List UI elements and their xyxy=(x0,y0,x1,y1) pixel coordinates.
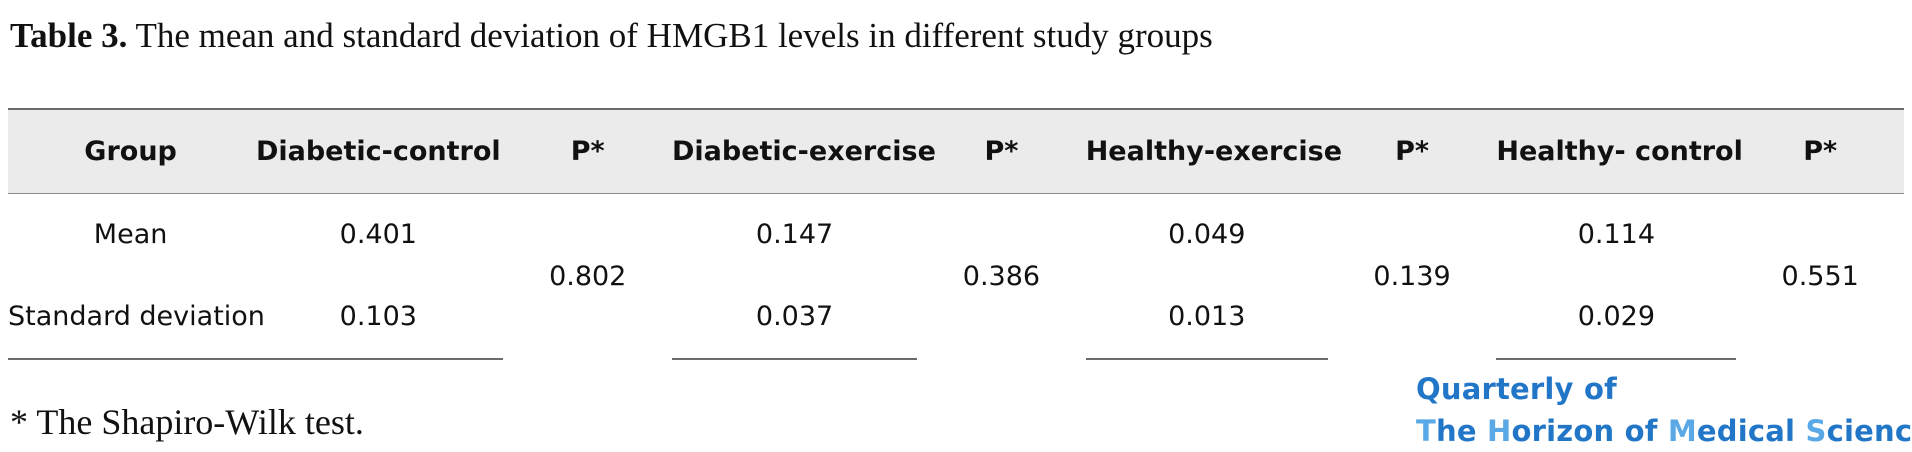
column-header-p-healthy-control: P* xyxy=(1736,108,1904,194)
journal-logo: Quarterly of The Horizon of Medical Scie… xyxy=(1416,368,1912,452)
row-label-mean: Mean xyxy=(93,219,168,250)
table-row-mean: Mean 0.401 0.802 0.147 0.386 0.049 0.139… xyxy=(8,193,1904,292)
cell-mean-diabetic-control: 0.401 xyxy=(339,219,417,250)
table-footnote: * The Shapiro-Wilk test. xyxy=(10,402,364,442)
table-caption: Table 3. The mean and standard deviation… xyxy=(10,12,1213,60)
cell-mean-diabetic-exercise: 0.147 xyxy=(755,219,834,250)
hmgb1-table: Group Diabetic-control P* Diabetic-exerc… xyxy=(8,108,1904,360)
table-row-standard-deviation: Standard deviation 0.103 0.037 0.013 0.0… xyxy=(8,275,1904,360)
cell-sd-diabetic-exercise: 0.037 xyxy=(671,275,918,360)
column-header-diabetic-exercise: Diabetic-exercise xyxy=(671,108,936,194)
table-caption-label: Table 3. xyxy=(10,16,128,55)
column-header-p-diabetic-control: P* xyxy=(503,108,672,194)
journal-logo-initial: T xyxy=(1416,414,1436,448)
cell-sd-diabetic-control: 0.103 xyxy=(253,275,504,360)
column-header-healthy-exercise: Healthy-exercise xyxy=(1085,108,1342,194)
table-caption-text: The mean and standard deviation of HMGB1… xyxy=(127,16,1213,55)
journal-logo-line-1: Quarterly of xyxy=(1416,372,1617,406)
column-header-diabetic-control: Diabetic-control xyxy=(253,108,504,194)
column-header-p-diabetic-exercise: P* xyxy=(917,108,1086,194)
journal-logo-initial: M xyxy=(1667,414,1697,448)
journal-logo-line-2: The Horizon of Medical Sciences xyxy=(1416,414,1912,448)
cell-sd-healthy-exercise: 0.013 xyxy=(1085,275,1328,360)
column-header-p-healthy-exercise: P* xyxy=(1327,108,1497,194)
cell-mean-healthy-exercise: 0.049 xyxy=(1168,219,1246,250)
table-header-row: Group Diabetic-control P* Diabetic-exerc… xyxy=(8,108,1904,194)
row-label-standard-deviation: Standard deviation xyxy=(8,275,265,360)
cell-p-healthy-exercise: 0.139 xyxy=(1373,260,1451,292)
journal-logo-initial: H xyxy=(1487,414,1512,448)
column-header-healthy-control: Healthy- control xyxy=(1496,108,1743,194)
cell-p-diabetic-control: 0.802 xyxy=(549,260,627,292)
cell-sd-healthy-control: 0.029 xyxy=(1496,275,1737,360)
column-header-group: Group xyxy=(8,108,254,194)
journal-logo-initial: S xyxy=(1805,414,1827,448)
cell-p-healthy-control: 0.551 xyxy=(1781,260,1859,292)
cell-p-diabetic-exercise: 0.386 xyxy=(962,260,1041,292)
cell-mean-healthy-control: 0.114 xyxy=(1577,219,1656,250)
